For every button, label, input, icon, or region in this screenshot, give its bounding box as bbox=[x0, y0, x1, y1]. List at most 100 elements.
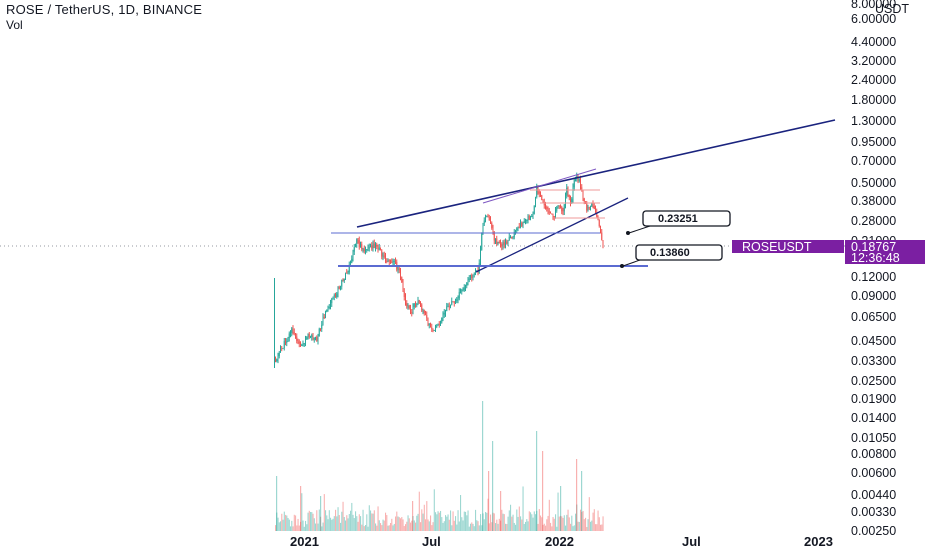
volume-bar bbox=[397, 516, 399, 531]
volume-bar bbox=[555, 514, 557, 531]
volume-bar bbox=[450, 510, 452, 531]
volume-bar bbox=[333, 516, 335, 531]
candle-body bbox=[291, 328, 293, 333]
candle-body bbox=[343, 278, 345, 282]
candle-body bbox=[362, 248, 364, 250]
volume-bar bbox=[325, 510, 327, 531]
candle-body bbox=[347, 272, 349, 274]
volume-bar bbox=[275, 525, 277, 531]
candle-body bbox=[483, 220, 485, 224]
volume-bar bbox=[287, 517, 289, 531]
volume-bar bbox=[436, 514, 438, 531]
candle-body bbox=[373, 243, 375, 249]
volume-bar bbox=[512, 514, 514, 531]
candle-body bbox=[388, 260, 390, 262]
volume-bar bbox=[580, 509, 582, 531]
volume-bar bbox=[428, 521, 430, 531]
volume-bar bbox=[481, 525, 483, 531]
volume-bar bbox=[540, 515, 542, 531]
candle-body bbox=[426, 315, 428, 318]
candle-body bbox=[363, 248, 365, 252]
candle-body bbox=[301, 344, 303, 346]
volume-bar bbox=[335, 509, 337, 531]
volume-bar bbox=[390, 522, 392, 531]
candle-body bbox=[382, 255, 384, 257]
y-tick-label: 0.03300 bbox=[851, 354, 896, 368]
volume-bar bbox=[543, 523, 545, 531]
volume-bar bbox=[446, 516, 448, 531]
time-axis: 2021 Jul 2022 Jul 2023 bbox=[290, 534, 833, 549]
volume-bar bbox=[406, 521, 408, 531]
volume-bar bbox=[498, 518, 500, 531]
volume-bar bbox=[577, 521, 579, 531]
candle-body bbox=[465, 285, 466, 288]
volume-bar bbox=[318, 509, 320, 531]
volume-bar bbox=[297, 518, 299, 531]
volume-bar bbox=[288, 519, 290, 531]
candle-body bbox=[537, 187, 539, 192]
candle-body bbox=[507, 240, 509, 244]
volume-bar bbox=[477, 521, 479, 531]
candle-body bbox=[593, 205, 595, 210]
candle-body bbox=[297, 340, 299, 342]
candle-body bbox=[310, 337, 311, 339]
candle-body bbox=[321, 324, 323, 329]
volume-bar bbox=[586, 526, 588, 531]
candle-body bbox=[502, 242, 504, 247]
candle-body bbox=[437, 323, 439, 326]
volume-bar bbox=[480, 514, 482, 531]
y-tick-label: 0.04500 bbox=[851, 334, 896, 348]
candle-body bbox=[556, 207, 558, 211]
candle-body bbox=[295, 333, 296, 337]
candle-body bbox=[505, 241, 506, 245]
candle-body bbox=[565, 195, 566, 205]
y-tick-label: 1.30000 bbox=[851, 114, 896, 128]
volume-bar bbox=[546, 519, 548, 531]
volume-bar bbox=[310, 511, 312, 531]
candle-body bbox=[302, 343, 304, 345]
candle-body bbox=[311, 335, 313, 338]
y-axis-unit: USDT bbox=[875, 2, 909, 16]
candle-body bbox=[328, 306, 330, 308]
y-tick-label: 0.02500 bbox=[851, 374, 896, 388]
volume-bars bbox=[275, 401, 604, 531]
y-tick-label: 2.40000 bbox=[851, 73, 896, 87]
candle-body bbox=[576, 175, 578, 178]
candle-body bbox=[487, 216, 489, 218]
candle-body bbox=[287, 338, 289, 342]
candle-body bbox=[303, 343, 305, 345]
volume-bar bbox=[528, 511, 530, 531]
candle-body bbox=[447, 306, 449, 308]
volume-bar bbox=[305, 520, 307, 531]
candle-body bbox=[418, 300, 420, 304]
volume-bar bbox=[558, 516, 560, 531]
candle-body bbox=[530, 216, 531, 220]
candle-body bbox=[596, 212, 598, 217]
candle-body bbox=[430, 323, 431, 328]
candle-body bbox=[325, 311, 326, 318]
candle-body bbox=[357, 239, 359, 241]
candle-body bbox=[492, 227, 494, 233]
volume-bar bbox=[526, 519, 528, 531]
volume-bar bbox=[478, 525, 480, 531]
volume-bar bbox=[426, 501, 428, 531]
volume-bar bbox=[490, 514, 492, 531]
y-tick-label: 0.12000 bbox=[851, 270, 896, 284]
candle-body bbox=[517, 226, 519, 229]
volume-bar bbox=[417, 513, 419, 531]
volume-bar bbox=[396, 511, 398, 531]
candle-body bbox=[470, 274, 471, 279]
candle-body bbox=[542, 200, 544, 202]
candle-body bbox=[393, 260, 395, 262]
candle-body bbox=[431, 327, 433, 329]
candle-body bbox=[553, 216, 555, 218]
volume-bar bbox=[468, 526, 470, 531]
volume-bar bbox=[531, 514, 533, 531]
candlesticks bbox=[274, 172, 604, 368]
candle-body bbox=[435, 326, 436, 330]
volume-bar bbox=[413, 520, 415, 531]
candle-body bbox=[410, 308, 411, 313]
last-price: 0.18767 bbox=[851, 240, 896, 254]
volume-bar bbox=[401, 517, 403, 531]
